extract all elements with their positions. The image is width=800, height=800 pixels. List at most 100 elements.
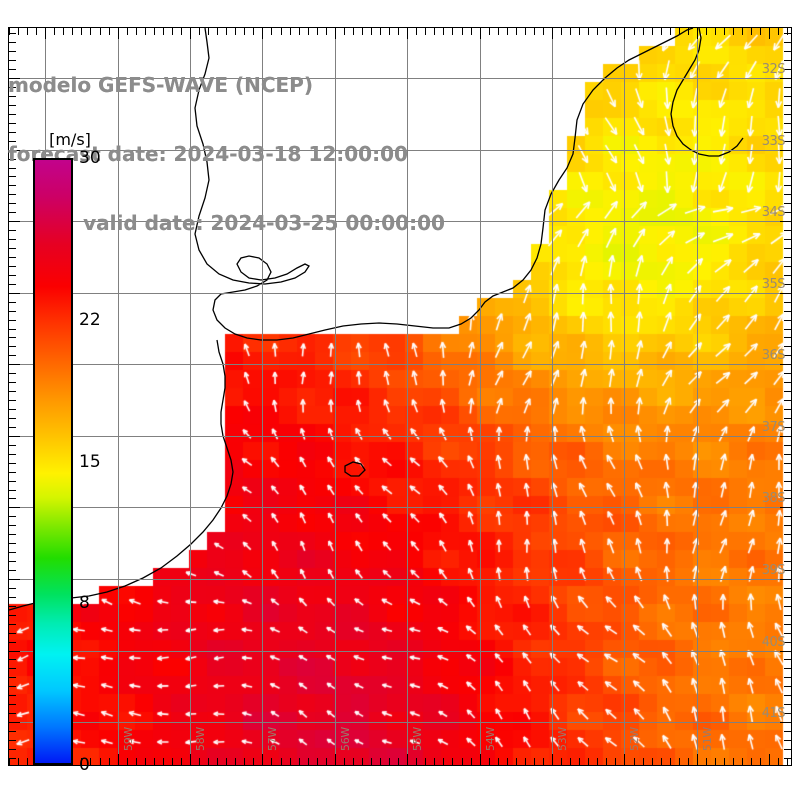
axis-tick	[784, 516, 791, 517]
axis-tick	[489, 758, 490, 765]
axis-tick	[784, 606, 791, 607]
axis-tick	[9, 749, 16, 750]
axis-tick	[784, 69, 791, 70]
axis-tick	[9, 96, 16, 97]
axis-tick	[100, 758, 101, 765]
axis-tick	[784, 105, 791, 106]
axis-tick	[9, 668, 16, 669]
axis-tick	[9, 114, 16, 115]
axis-tick	[9, 105, 16, 106]
axis-tick	[462, 28, 463, 35]
axis-tick	[670, 758, 671, 765]
axis-tick	[380, 28, 381, 35]
axis-tick	[606, 758, 607, 765]
longitude-tick-label: 56W	[339, 727, 352, 751]
axis-tick	[353, 758, 354, 765]
axis-tick	[643, 28, 644, 35]
axis-tick	[784, 615, 791, 616]
axis-tick	[760, 758, 761, 765]
axis-tick	[253, 28, 254, 35]
axis-tick	[217, 28, 218, 35]
axis-tick	[784, 633, 791, 634]
axis-tick	[362, 28, 363, 35]
axis-tick	[9, 391, 16, 392]
axis-tick	[9, 409, 16, 410]
axis-tick	[784, 704, 791, 705]
axis-tick	[784, 248, 791, 249]
axis-tick	[769, 754, 770, 765]
axis-tick	[784, 391, 791, 392]
axis-tick	[624, 28, 625, 39]
gridline-lon	[190, 28, 191, 765]
axis-tick	[9, 731, 16, 732]
axis-tick	[63, 28, 64, 35]
axis-tick	[9, 615, 16, 616]
axis-tick	[281, 28, 282, 35]
axis-tick	[9, 123, 16, 124]
axis-tick	[784, 159, 791, 160]
axis-tick	[9, 141, 16, 142]
gridline-lat	[9, 364, 791, 365]
gridline-lat	[9, 579, 791, 580]
axis-tick	[9, 364, 20, 365]
axis-tick	[784, 490, 791, 491]
axis-tick	[9, 60, 16, 61]
axis-tick	[784, 257, 791, 258]
axis-tick	[9, 33, 16, 34]
gridline-lon	[697, 28, 698, 765]
axis-tick	[9, 185, 16, 186]
latitude-tick-label: 37S	[761, 420, 786, 435]
axis-tick	[271, 758, 272, 765]
axis-tick	[9, 481, 16, 482]
axis-tick	[534, 758, 535, 765]
axis-tick	[9, 28, 10, 35]
axis-tick	[398, 758, 399, 765]
axis-tick	[780, 507, 791, 508]
axis-tick	[9, 722, 20, 723]
axis-tick	[344, 28, 345, 35]
axis-tick	[588, 758, 589, 765]
axis-tick	[9, 597, 16, 598]
axis-tick	[9, 704, 16, 705]
axis-tick	[733, 758, 734, 765]
axis-tick	[9, 275, 16, 276]
axis-tick	[127, 28, 128, 35]
axis-tick	[784, 427, 791, 428]
axis-tick	[9, 257, 16, 258]
axis-tick	[145, 758, 146, 765]
axis-tick	[784, 749, 791, 750]
axis-tick	[45, 28, 46, 39]
axis-tick	[9, 445, 16, 446]
axis-tick	[208, 758, 209, 765]
axis-tick	[362, 758, 363, 765]
axis-tick	[597, 758, 598, 765]
axis-tick	[780, 722, 791, 723]
axis-tick	[784, 382, 791, 383]
axis-tick	[780, 293, 791, 294]
longitude-tick-label: 51W	[701, 727, 714, 751]
axis-tick	[9, 454, 16, 455]
axis-tick	[9, 355, 16, 356]
axis-tick	[784, 96, 791, 97]
axis-tick	[9, 69, 16, 70]
axis-tick	[784, 42, 791, 43]
axis-tick	[561, 28, 562, 35]
axis-tick	[9, 346, 16, 347]
axis-tick	[235, 758, 236, 765]
axis-tick	[787, 758, 788, 765]
axis-tick	[109, 28, 110, 35]
axis-tick	[308, 28, 309, 35]
axis-tick	[784, 185, 791, 186]
axis-tick	[784, 230, 791, 231]
axis-tick	[9, 633, 16, 634]
longitude-tick-label: 59W	[122, 727, 135, 751]
axis-tick	[172, 758, 173, 765]
axis-tick	[109, 758, 110, 765]
axis-tick	[784, 320, 791, 321]
axis-tick	[784, 141, 791, 142]
axis-tick	[181, 28, 182, 35]
axis-tick	[136, 758, 137, 765]
axis-tick	[235, 28, 236, 35]
axis-tick	[9, 588, 16, 589]
longitude-tick-label: 53W	[556, 727, 569, 751]
